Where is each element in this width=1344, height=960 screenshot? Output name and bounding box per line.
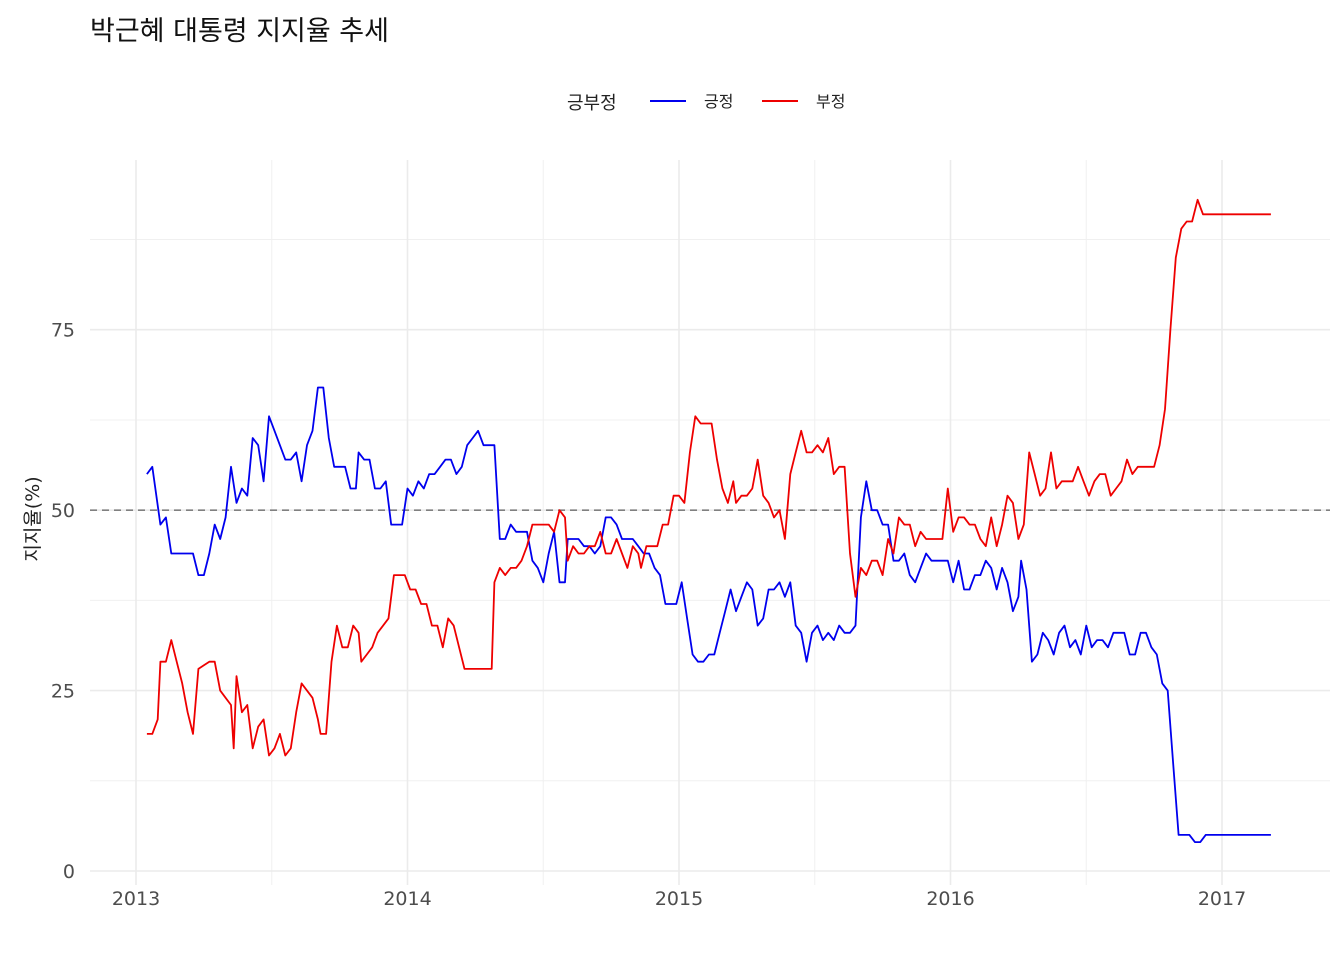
legend-title: 긍부정 [567, 93, 617, 114]
x-tick-label: 2016 [926, 888, 974, 910]
y-axis-title: 지지율(%) [22, 476, 44, 561]
series-line-negative [146, 198, 1271, 757]
y-tick-label: 0 [63, 861, 75, 883]
x-tick-label: 2013 [112, 888, 160, 910]
minor-gridlines [90, 160, 1330, 885]
series-lines [146, 198, 1271, 843]
y-tick-label: 50 [51, 500, 75, 522]
legend-label-positive: 긍정 [704, 92, 733, 111]
legend: 긍부정 긍정 부정 [567, 92, 845, 114]
y-tick-label: 25 [51, 681, 75, 703]
legend-label-negative: 부정 [816, 92, 845, 111]
y-tick-label: 75 [51, 320, 75, 342]
x-axis-tick-labels: 2013 2014 2015 2016 2017 [112, 888, 1246, 910]
major-gridlines [90, 160, 1330, 885]
x-tick-label: 2015 [655, 888, 703, 910]
y-axis-tick-labels: 0 25 50 75 [51, 320, 75, 883]
x-tick-label: 2017 [1198, 888, 1246, 910]
chart-title: 박근혜 대통령 지지율 추세 [90, 16, 389, 47]
x-tick-label: 2014 [383, 888, 431, 910]
series-line-positive [146, 386, 1271, 843]
